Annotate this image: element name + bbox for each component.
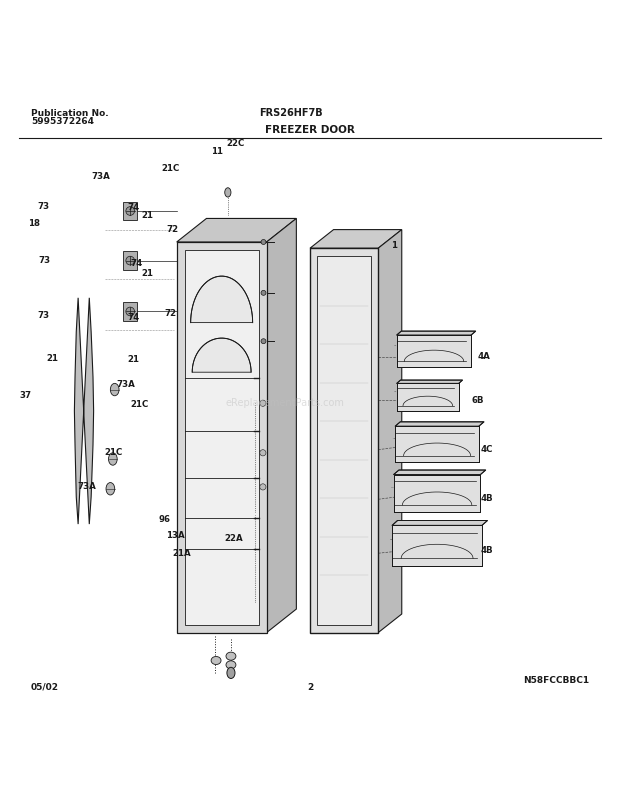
Polygon shape [397,384,459,410]
Circle shape [261,240,266,245]
Text: FRS26HF7B: FRS26HF7B [260,108,323,118]
Text: 11: 11 [211,147,223,156]
Text: 18: 18 [28,219,40,228]
Text: eReplacementParts.com: eReplacementParts.com [226,399,345,408]
Ellipse shape [224,187,231,197]
Text: 21C: 21C [130,400,148,409]
Text: 21C: 21C [161,164,179,173]
Polygon shape [392,521,487,526]
Text: 21: 21 [127,355,139,364]
Polygon shape [310,229,402,249]
Text: 22C: 22C [226,139,244,148]
Text: 22A: 22A [224,534,243,543]
Text: 13A: 13A [166,531,185,541]
Text: 21C: 21C [104,449,122,457]
Text: 2: 2 [307,683,313,692]
Text: 4B: 4B [480,494,493,503]
Text: 74: 74 [130,259,143,268]
Text: 21A: 21A [172,549,191,557]
Polygon shape [185,250,259,625]
Circle shape [126,256,135,265]
Polygon shape [397,331,476,335]
Text: 37: 37 [20,391,32,400]
Polygon shape [123,303,137,321]
Polygon shape [396,426,479,462]
Text: 5995372264: 5995372264 [31,117,94,125]
Ellipse shape [226,652,236,660]
Polygon shape [317,256,371,625]
Text: 73A: 73A [78,483,96,491]
Polygon shape [177,218,296,242]
Polygon shape [392,526,482,565]
Polygon shape [394,470,485,475]
Polygon shape [378,229,402,633]
Text: 72: 72 [164,309,177,318]
Text: 73: 73 [38,256,51,265]
Polygon shape [74,298,94,524]
Text: 4B: 4B [480,546,493,555]
Text: 74: 74 [127,313,140,322]
Circle shape [261,339,266,344]
Circle shape [260,400,266,407]
Text: 72: 72 [166,225,179,234]
Polygon shape [123,251,137,270]
Text: 73A: 73A [92,172,110,181]
Ellipse shape [106,483,115,495]
Ellipse shape [211,657,221,665]
Text: 4C: 4C [480,445,493,453]
Polygon shape [177,242,267,633]
Text: 96: 96 [158,515,170,524]
Polygon shape [396,422,484,426]
Polygon shape [310,249,378,633]
Polygon shape [191,276,253,322]
Circle shape [260,449,266,456]
Ellipse shape [110,384,119,395]
Text: 21: 21 [141,268,153,277]
Polygon shape [397,380,463,384]
Text: FREEZER DOOR: FREEZER DOOR [265,125,355,136]
Text: 73: 73 [37,202,50,210]
Text: 4A: 4A [477,352,490,360]
Text: 74: 74 [127,203,140,213]
Text: 21: 21 [46,354,58,363]
Polygon shape [192,338,251,372]
Polygon shape [123,202,137,220]
Polygon shape [394,475,480,511]
Polygon shape [267,218,296,633]
Ellipse shape [226,661,236,669]
Circle shape [126,206,135,215]
Circle shape [126,307,135,316]
Ellipse shape [108,453,117,465]
Circle shape [260,484,266,490]
Text: 6B: 6B [471,396,484,405]
Circle shape [261,291,266,295]
Text: Publication No.: Publication No. [31,109,108,118]
Text: 1: 1 [391,241,397,249]
Text: 73: 73 [37,310,50,320]
Text: N58FCCBBC1: N58FCCBBC1 [523,676,589,685]
Polygon shape [397,335,471,368]
Text: 21: 21 [141,211,153,221]
Text: 73A: 73A [117,380,135,389]
Text: 05/02: 05/02 [31,683,59,692]
Ellipse shape [227,667,235,679]
